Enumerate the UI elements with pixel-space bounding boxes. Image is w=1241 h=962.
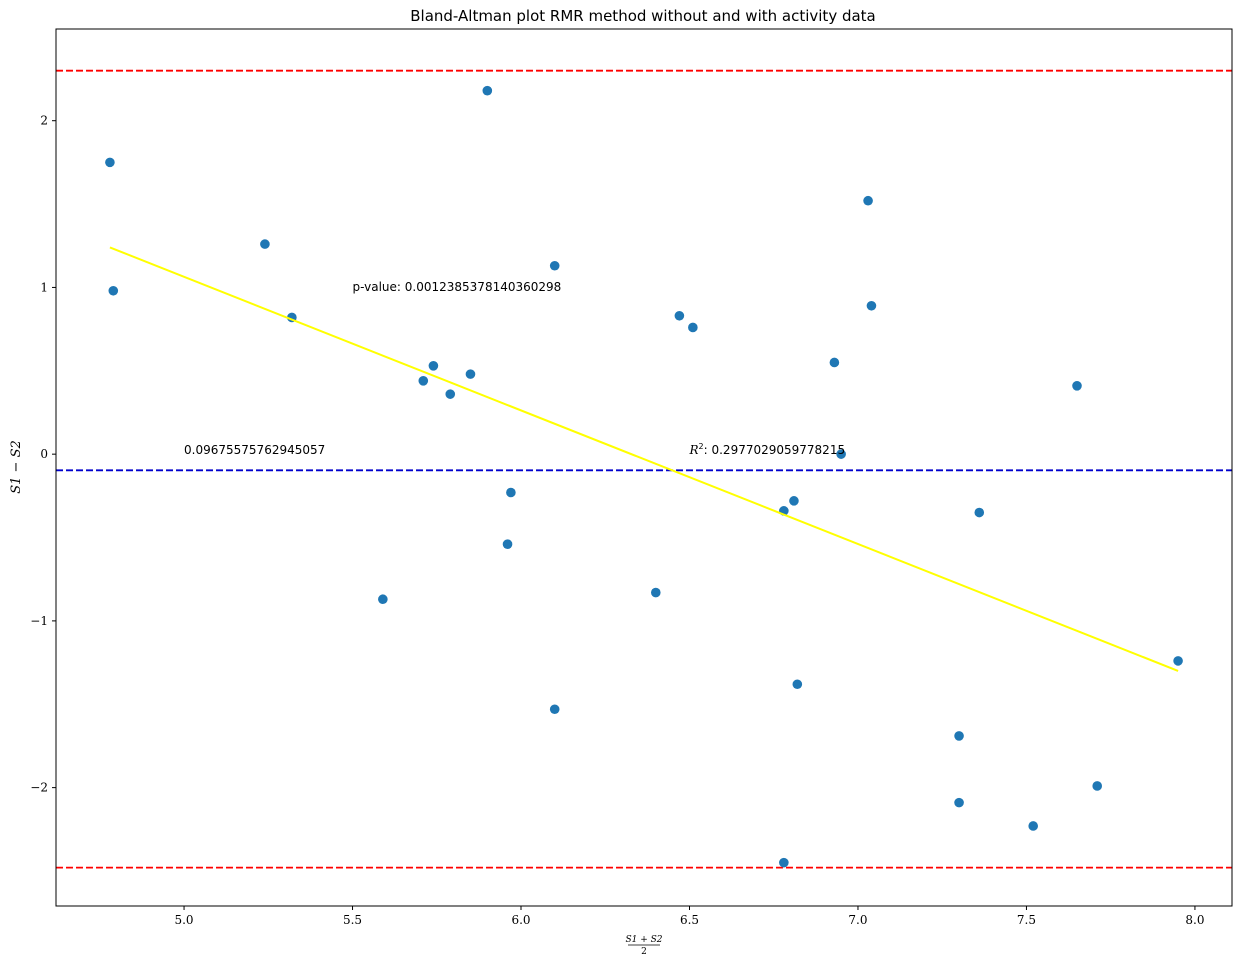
p-value-prefix: p-value:: [353, 280, 405, 294]
data-point: [549, 704, 560, 715]
r-squared-value: : 0.2977029059778215: [704, 443, 845, 457]
r-squared-symbol: R: [688, 443, 698, 457]
data-point: [1092, 781, 1103, 791]
data-point: [445, 389, 456, 399]
x-tick-label: 7.0: [848, 913, 867, 927]
data-point: [779, 857, 789, 868]
data-point: [688, 322, 698, 333]
data-point: [836, 449, 846, 459]
y-tick-label: −1: [30, 614, 48, 628]
x-axis-label: S1 + S2 2: [625, 935, 662, 957]
x-tick-label: 6.0: [511, 913, 530, 927]
p-value-number: 0.0012385378140360298: [405, 280, 562, 294]
data-point: [866, 300, 877, 311]
data-point: [650, 587, 661, 598]
y-axis-label: S1 − S2: [9, 440, 24, 494]
r-squared-annotation: R2: 0.2977029059778215: [688, 442, 845, 457]
x-tick-label: 7.5: [1017, 913, 1036, 927]
r-squared-exponent: 2: [699, 442, 704, 451]
data-point: [1072, 381, 1082, 391]
data-point: [792, 679, 803, 690]
data-point: [482, 85, 493, 96]
x-tick-label: 5.0: [174, 913, 193, 927]
data-point: [1028, 821, 1038, 831]
data-point: [378, 594, 388, 605]
mean-value-annotation: 0.09675575762945057: [184, 443, 325, 457]
x-tick-label: 6.5: [680, 913, 699, 927]
x-axis: 5.0 5.5 6.0 6.5 7.0 7.5 8.0: [174, 906, 1204, 927]
x-axis-label-numerator: S1 + S2: [625, 935, 662, 945]
data-point: [549, 260, 560, 271]
y-tick-label: 1: [40, 280, 48, 294]
data-point: [260, 239, 270, 249]
data-point: [954, 797, 964, 808]
data-point: [954, 731, 964, 741]
regression-line: [109, 246, 1179, 672]
data-point: [863, 195, 873, 206]
data-point: [829, 357, 840, 368]
x-tick-label: 5.5: [343, 913, 362, 927]
p-value-annotation: p-value: 0.0012385378140360298: [353, 280, 562, 294]
chart-title: Bland-Altman plot RMR method without and…: [410, 7, 876, 25]
x-tick-label: 8.0: [1185, 913, 1204, 927]
data-point: [1173, 656, 1183, 666]
x-axis-label-denominator: 2: [641, 947, 647, 957]
data-point: [428, 360, 439, 371]
data-point: [974, 507, 985, 518]
data-point: [105, 157, 115, 168]
y-tick-label: 2: [40, 114, 48, 128]
data-point: [502, 539, 513, 549]
data-point: [418, 376, 429, 386]
annotations: 0.09675575762945057 p-value: 0.0012385378…: [184, 280, 845, 457]
data-point: [674, 310, 685, 321]
data-point: [108, 285, 119, 296]
y-tick-label: 0: [40, 447, 48, 461]
data-point: [789, 496, 799, 506]
plot-area: [56, 69, 1232, 869]
y-tick-label: −2: [30, 781, 48, 795]
plot-frame: [55, 28, 1233, 907]
data-point: [506, 487, 516, 498]
data-point: [465, 369, 476, 379]
y-axis: −2 −1 0 1 2: [30, 114, 56, 795]
